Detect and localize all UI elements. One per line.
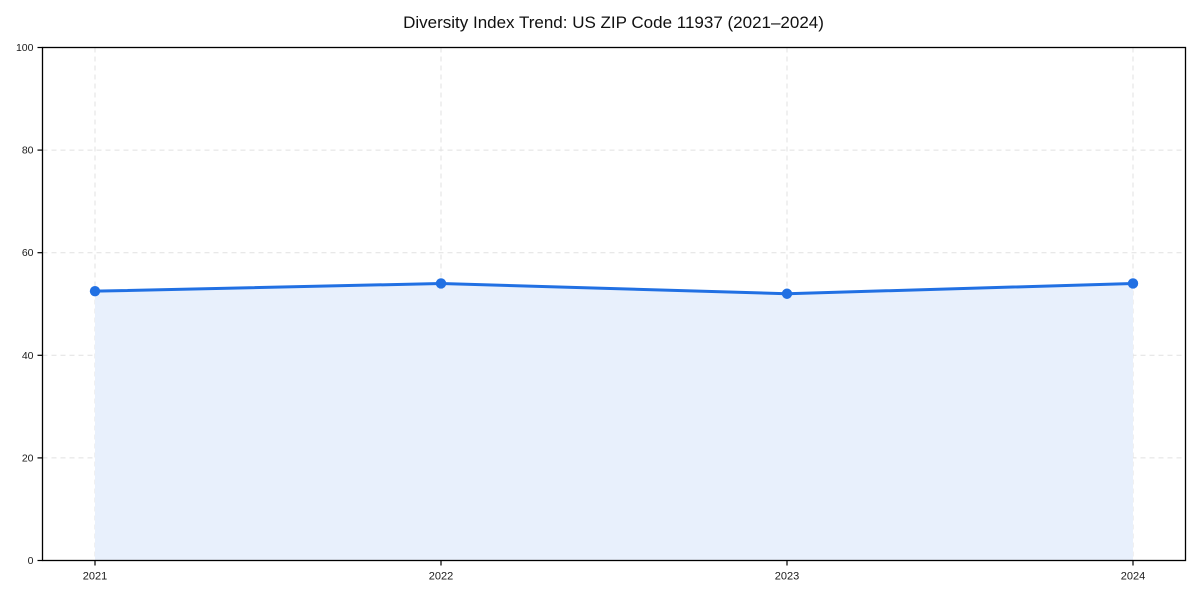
y-tick-label: 100 bbox=[16, 42, 34, 54]
x-tick-label: 2022 bbox=[429, 571, 453, 583]
y-tick-label: 80 bbox=[22, 145, 34, 157]
x-tick-label: 2024 bbox=[1121, 571, 1145, 583]
x-tick-label: 2021 bbox=[83, 571, 107, 583]
data-point-2023 bbox=[781, 288, 793, 299]
y-tick-label: 60 bbox=[22, 247, 34, 259]
x-tick-label: 2023 bbox=[775, 571, 799, 583]
data-point-2022 bbox=[435, 278, 447, 289]
area-fill bbox=[95, 283, 1133, 561]
data-point-2021 bbox=[89, 285, 101, 297]
y-tick-label: 0 bbox=[28, 555, 34, 567]
chart-title: Diversity Index Trend: US ZIP Code 11937… bbox=[403, 13, 824, 32]
trend-line bbox=[93, 281, 1135, 296]
y-tick-label: 20 bbox=[22, 452, 34, 464]
y-tick-label: 40 bbox=[22, 350, 34, 362]
plot-border bbox=[41, 46, 1187, 562]
data-point-2024 bbox=[1127, 278, 1139, 289]
